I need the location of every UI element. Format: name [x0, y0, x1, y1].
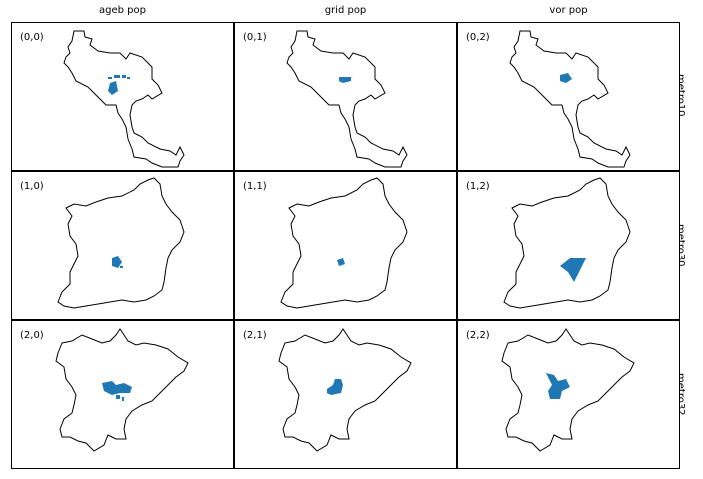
panel-label: (0,1): [243, 32, 267, 43]
panel-1-0: (1,0): [11, 171, 234, 320]
column-title-ageb: ageb pop: [99, 5, 146, 16]
panel-label: (0,2): [466, 32, 490, 43]
panel-label: (0,0): [20, 32, 44, 43]
map-metro30-ageb: [57, 177, 185, 309]
panel-1-1: (1,1): [234, 171, 457, 320]
panel-2-1: (2,1): [234, 320, 457, 469]
map-metro32-ageb: [55, 328, 189, 452]
panel-0-1: (0,1): [234, 22, 457, 171]
panel-label: (2,2): [466, 330, 490, 341]
panel-label: (1,2): [466, 181, 490, 192]
panel-1-2: (1,2): [457, 171, 680, 320]
panel-label: (1,0): [20, 181, 44, 192]
panel-label: (2,0): [20, 330, 44, 341]
map-metro10-vor: [509, 30, 631, 168]
column-title-grid: grid pop: [324, 5, 367, 16]
map-metro30-vor: [503, 177, 631, 309]
map-metro32-grid: [278, 328, 412, 452]
map-metro10-grid: [286, 30, 408, 168]
panel-2-0: (2,0): [11, 320, 234, 469]
map-metro32-vor: [501, 328, 635, 452]
panel-2-2: (2,2): [457, 320, 680, 469]
panel-0-0: (0,0): [11, 22, 234, 171]
panel-0-2: (0,2): [457, 22, 680, 171]
column-title-vor: vor pop: [549, 5, 588, 16]
map-metro30-grid: [280, 177, 408, 309]
map-metro10-ageb: [63, 30, 185, 168]
panel-label: (2,1): [243, 330, 267, 341]
panel-label: (1,1): [243, 181, 267, 192]
